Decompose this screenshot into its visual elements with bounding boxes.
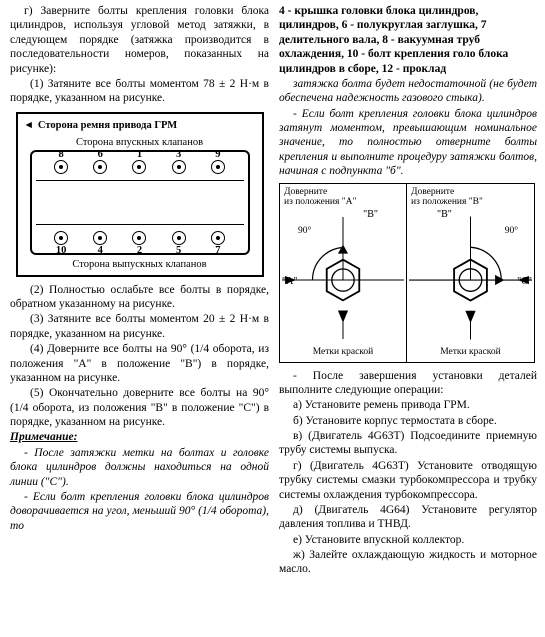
- head-outline: 8 6 1 3 9 10 4 2 5 7: [30, 150, 250, 255]
- paint-mark-label-b: Метки краской: [407, 347, 534, 359]
- op-b: б) Установите корпус термостата в сборе.: [279, 414, 537, 428]
- angle-svg-bc: [409, 212, 532, 344]
- step-2: (2) Полностью ослабьте все болты в поряд…: [10, 283, 269, 312]
- bolt: 2: [132, 231, 146, 245]
- op-d: д) (Двигатель 4G64) Установите регулятор…: [279, 503, 537, 532]
- angle-cell-ab: Доверните из положения "A" 90° "A" "B": [280, 184, 407, 362]
- op-e: е) Установите впускной коллектор.: [279, 533, 537, 547]
- bolt: 6: [93, 160, 107, 174]
- right-column: 4 - крышка головки блока цилиндров, цили…: [275, 0, 545, 637]
- note-heading: Примечание:: [10, 430, 269, 444]
- bolt: 8: [54, 160, 68, 174]
- bolt: 7: [211, 231, 225, 245]
- angle-diagram-box: Доверните из положения "A" 90° "A" "B": [279, 183, 535, 363]
- bolt: 9: [211, 160, 225, 174]
- left-column: г) Заверните болты крепления головки бло…: [0, 0, 275, 637]
- op-zh: ж) Залейте охлаждающую жидкость и моторн…: [279, 548, 537, 577]
- angle-caption-b: Доверните из положения "B": [411, 187, 531, 208]
- after-install: - После завершения установки деталей вып…: [279, 369, 537, 398]
- step-1: (1) Затяните все болты моментом 78 ± 2 Н…: [10, 77, 269, 106]
- figure-caption-top: 4 - крышка головки блока цилиндров, цили…: [279, 4, 537, 76]
- angle-cell-bc: Доверните из положения "B" 90° "B" "C": [407, 184, 534, 362]
- cont-2: - Если болт крепления головки блока цили…: [279, 107, 537, 179]
- bolt: 1: [132, 160, 146, 174]
- bolt: 3: [172, 160, 186, 174]
- angle-caption-a: Доверните из положения "A": [284, 187, 403, 208]
- bolt-bottom-row: 10 4 2 5 7: [32, 231, 248, 245]
- bolt: 5: [172, 231, 186, 245]
- page-scan: г) Заверните болты крепления головки бло…: [0, 0, 545, 637]
- op-v: в) (Двигатель 4G63T) Подсоедините приемн…: [279, 429, 537, 458]
- bolt: 10: [54, 231, 68, 245]
- exhaust-side-label: Сторона выпускных клапанов: [18, 258, 262, 271]
- cont-1: затяжка болта будет недостаточной (не бу…: [279, 77, 537, 106]
- note-continuation: затяжка болта будет недостаточной (не бу…: [279, 77, 537, 179]
- note-2: - Если болт крепления головки блока цили…: [10, 490, 269, 533]
- head-bolt-order-diagram: Сторона ремня привода ГРМ Сторона впускн…: [16, 112, 264, 277]
- angle-svg-ab: [282, 212, 404, 344]
- bolt-top-row: 8 6 1 3 9: [32, 160, 248, 174]
- para-g: г) Заверните болты крепления головки бло…: [10, 4, 269, 76]
- paint-mark-label-a: Метки краской: [280, 347, 406, 359]
- step-5: (5) Окончательно доверните все болты на …: [10, 386, 269, 429]
- step-4: (4) Доверните все болты на 90° (1/4 обор…: [10, 342, 269, 385]
- step-3: (3) Затяните все болты моментом 20 ± 2 Н…: [10, 312, 269, 341]
- timing-belt-side-label: Сторона ремня привода ГРМ: [24, 119, 256, 132]
- op-a: а) Установите ремень привода ГРМ.: [279, 398, 537, 412]
- bolt: 4: [93, 231, 107, 245]
- note-block: - После затяжки метки на болтах и головк…: [10, 446, 269, 533]
- note-1: - После затяжки метки на болтах и головк…: [10, 446, 269, 489]
- op-g: г) (Двигатель 4G63T) Установите отводящу…: [279, 459, 537, 502]
